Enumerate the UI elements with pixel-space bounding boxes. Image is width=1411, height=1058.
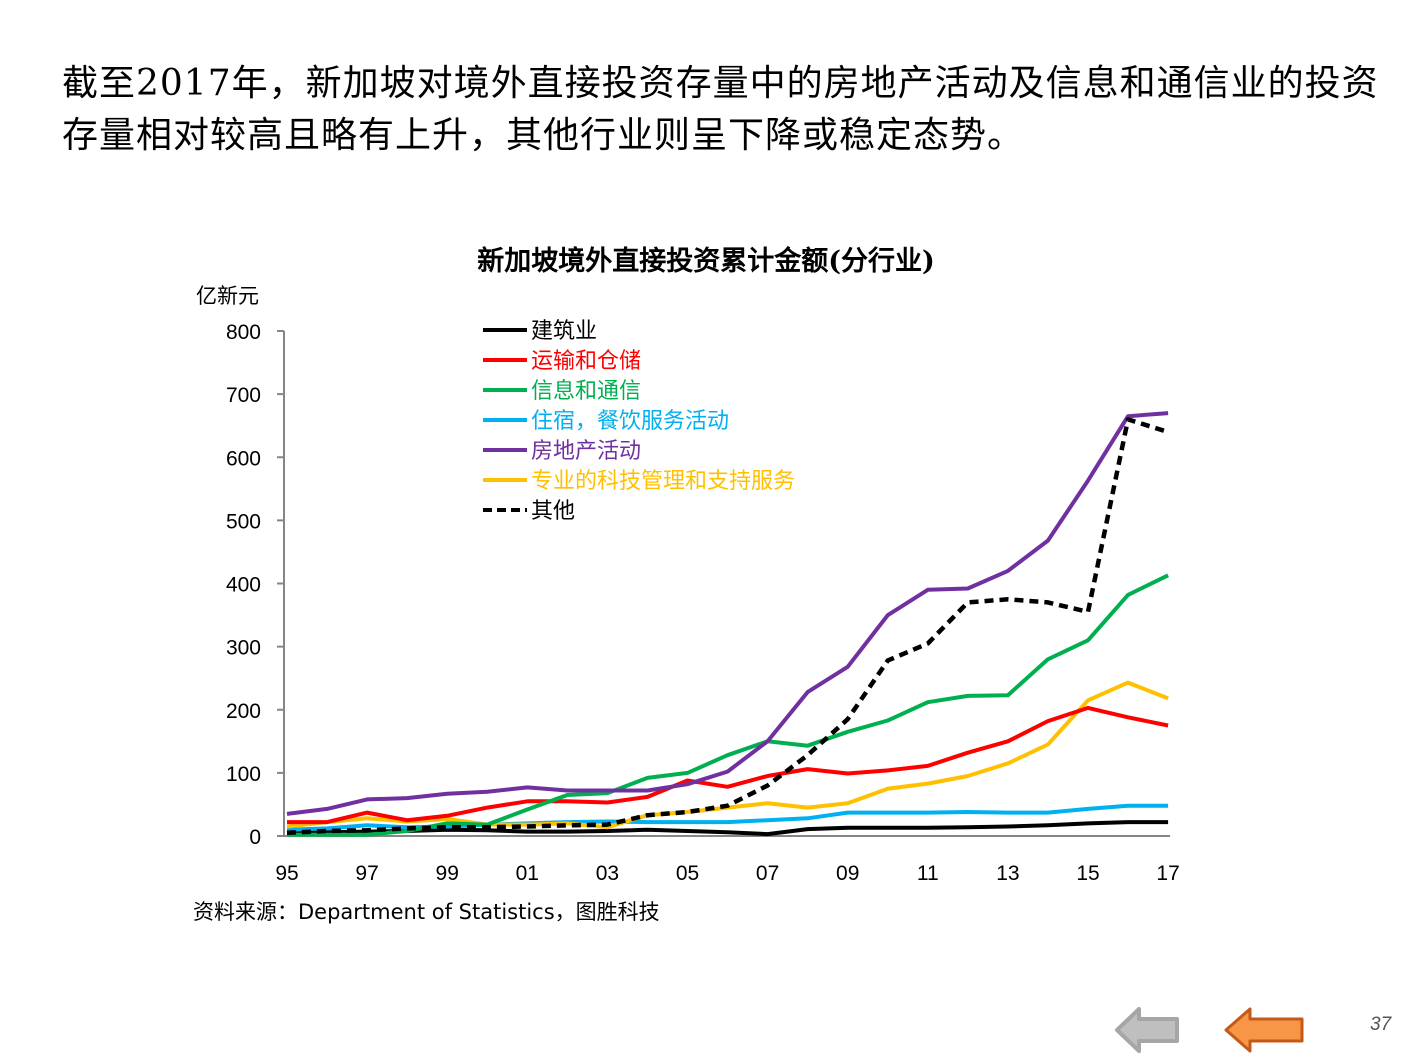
- legend-label: 运输和仓储: [531, 349, 641, 374]
- x-tick-label: 03: [596, 862, 619, 885]
- arrow-left-icon: [1224, 1007, 1304, 1053]
- y-tick-label: 200: [226, 700, 261, 723]
- y-tick-label: 500: [226, 510, 261, 533]
- x-tick-label: 01: [516, 862, 539, 885]
- x-tick-label: 95: [275, 862, 298, 885]
- y-tick-label: 100: [226, 763, 261, 786]
- series-line-2: [287, 573, 1169, 837]
- x-tick-label: 99: [436, 862, 459, 885]
- arrow-left-icon: [1115, 1007, 1179, 1053]
- y-axis-label: 亿新元: [196, 284, 259, 308]
- x-tick-label: 15: [1076, 862, 1099, 885]
- prev-slide-button[interactable]: [1113, 1005, 1181, 1055]
- legend-label: 其他: [531, 499, 575, 524]
- legend-label: 专业的科技管理和支持服务: [531, 469, 795, 494]
- source-note: 资料来源：Department of Statistics，图胜科技: [193, 900, 660, 924]
- x-tick-label: 97: [355, 862, 378, 885]
- y-tick-label: 600: [226, 447, 261, 470]
- series-line-4: [286, 411, 1169, 816]
- chart-title: 新加坡境外直接投资累计金额(分行业): [477, 245, 935, 277]
- x-tick-label: 09: [836, 862, 859, 885]
- back-slide-button[interactable]: [1222, 1005, 1306, 1055]
- legend-label: 建筑业: [531, 319, 597, 344]
- legend-label: 房地产活动: [531, 439, 641, 464]
- page-number: 37: [1370, 1014, 1392, 1035]
- series-line-0: [286, 820, 1169, 837]
- slide-headline: 截至2017年，新加坡对境外直接投资存量中的房地产活动及信息和通信业的投资存量相…: [62, 63, 1379, 156]
- y-tick-label: 300: [226, 637, 261, 660]
- x-tick-label: 07: [756, 862, 779, 885]
- legend-label: 住宿，餐饮服务活动: [531, 409, 729, 434]
- x-tick-label: 17: [1156, 862, 1179, 885]
- legend-label: 信息和通信: [531, 379, 641, 404]
- series-line-6: [286, 417, 1169, 836]
- series-line-1: [287, 705, 1169, 825]
- x-tick-label: 13: [996, 862, 1019, 885]
- x-tick-label: 05: [676, 862, 699, 885]
- y-tick-label: 800: [226, 321, 261, 344]
- y-tick-label: 700: [226, 384, 261, 407]
- x-tick-label: 11: [917, 862, 939, 885]
- y-tick-label: 400: [226, 574, 261, 597]
- y-tick-label: 0: [249, 826, 261, 849]
